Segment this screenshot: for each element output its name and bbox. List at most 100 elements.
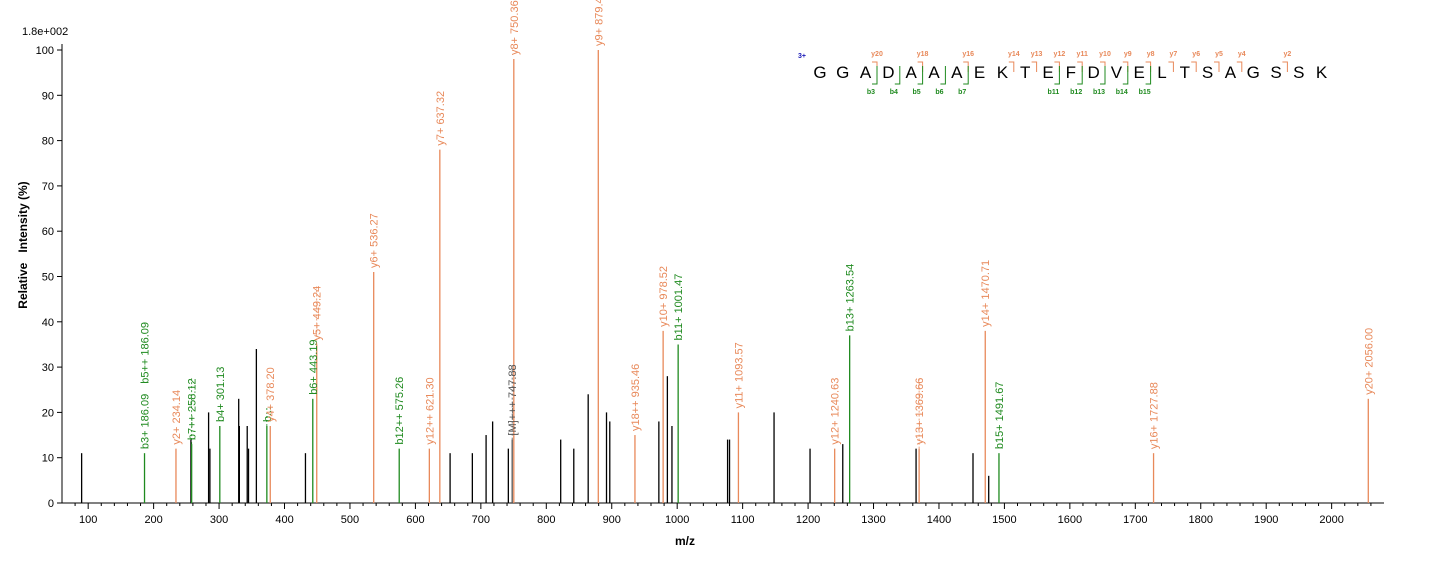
y-fragment-label: y6 <box>1192 51 1200 58</box>
x-tick-label: 300 <box>210 514 228 526</box>
y-fragment-bracket <box>963 61 969 72</box>
residue: A <box>860 63 872 82</box>
x-tick-label: 1700 <box>1123 514 1147 526</box>
y-tick-label: 90 <box>42 90 54 102</box>
b-fragment-label: b3 <box>867 89 875 96</box>
peak-label: b15+ 1491.67 <box>994 382 1006 450</box>
residue: T <box>1020 63 1030 82</box>
x-tick-label: 800 <box>537 514 555 526</box>
residue: D <box>1087 63 1099 82</box>
y-tick-label: 100 <box>36 45 54 57</box>
peak-label: y10+ 978.52 <box>658 266 670 327</box>
b-fragment-bracket <box>1122 66 1129 85</box>
x-tick-label: 1600 <box>1058 514 1082 526</box>
axes: 0 10 20 30 40 50 60 70 80 90 100 100 200 300 400 500 600… <box>36 44 1384 526</box>
x-tick-label: 1800 <box>1189 514 1213 526</box>
y-fragment-bracket <box>1214 61 1220 72</box>
residue: K <box>1316 63 1328 82</box>
y-fragment-label: y9 <box>1124 51 1132 58</box>
peak-label: y20+ 2056.00 <box>1363 328 1375 395</box>
residue: V <box>1111 63 1123 82</box>
y-fragment-label: y13 <box>1031 51 1043 58</box>
residue: E <box>1134 63 1145 82</box>
y-tick-label: 60 <box>42 226 54 238</box>
b-fragment-label: b6 <box>935 89 943 96</box>
residue: L <box>1157 63 1166 82</box>
residue: G <box>1247 63 1260 82</box>
peak-label: y6+ 536.27 <box>369 213 381 268</box>
y-fragment-label: y4 <box>1238 51 1246 58</box>
b-fragment-bracket <box>1145 66 1152 85</box>
y-fragment-bracket <box>1191 61 1197 72</box>
x-tick-label: 1000 <box>665 514 689 526</box>
b-fragment-bracket <box>963 66 969 85</box>
peak-label: y11+ 1093.57 <box>733 342 745 408</box>
y-tick-label: 20 <box>42 407 54 419</box>
residue: S <box>1202 63 1213 82</box>
y-fragment-bracket <box>1168 61 1174 72</box>
y-axis-title: Relative Intensity (%) <box>16 181 30 308</box>
y-tick-label: 70 <box>42 181 54 193</box>
x-tick-label: 400 <box>275 514 293 526</box>
y-fragment-bracket <box>1145 61 1152 72</box>
peak-label: y5+ 449.24 <box>312 286 324 341</box>
peak-label: b6+ 443.19 <box>308 339 320 394</box>
b-fragment-label: b7 <box>958 89 966 96</box>
x-tick-label: 200 <box>144 514 162 526</box>
y-tick-label: 40 <box>42 317 54 329</box>
peak-label: b11+ 1001.47 <box>673 274 685 341</box>
x-tick-label: 2000 <box>1319 514 1343 526</box>
peak-label: y2+ 234.14 <box>171 390 183 445</box>
y-tick-label: 80 <box>42 136 54 148</box>
residue: A <box>906 63 918 82</box>
y-fragment-bracket <box>1008 61 1015 72</box>
y-fragment-label: y12 <box>1054 51 1066 58</box>
y-tick-label: 0 <box>48 498 54 510</box>
peak-label: y9+ 879.45 <box>593 0 605 46</box>
peaks <box>80 50 1369 503</box>
peak-label: b13+ 1263.54 <box>845 264 857 332</box>
b-fragment-label: b4 <box>890 89 898 96</box>
peak-label: b12++ 575.26 <box>394 377 406 445</box>
peak-labels: b3+ 186.09 b5++ 186.09 y2+ 234.14 b7++ 258.… <box>140 0 1376 449</box>
peak-label: y16+ 1727.88 <box>1149 382 1161 449</box>
residue: G <box>813 63 826 82</box>
x-tick-label: 1200 <box>796 514 820 526</box>
residue: S <box>1270 63 1281 82</box>
peak-label: y12+ 1240.63 <box>830 378 842 445</box>
peak-label: b... <box>262 407 274 422</box>
x-tick-label: 1400 <box>927 514 951 526</box>
b-fragment-label: b14 <box>1116 89 1128 96</box>
b-fragment-bracket <box>1054 66 1060 85</box>
x-tick-label: 100 <box>79 514 97 526</box>
residue: T <box>1180 63 1190 82</box>
b-fragment-bracket <box>872 66 878 85</box>
y-tick-label: 10 <box>42 453 54 465</box>
peak-label: y4+ 378.20 <box>265 367 277 422</box>
residue: A <box>928 63 940 82</box>
b-fragment-label: b12 <box>1070 89 1082 96</box>
residue: F <box>1066 63 1076 82</box>
x-tick-label: 900 <box>603 514 621 526</box>
y-fragment-bracket <box>1054 61 1060 72</box>
peak-label: b5++ 186.09 <box>140 322 152 384</box>
y-tick-label: 50 <box>42 272 54 284</box>
y-fragment-label: y16 <box>962 51 974 58</box>
scale-label: 1.8e+002 <box>22 26 68 38</box>
y-fragment-label: y14 <box>1008 51 1020 58</box>
b-fragment-label: b13 <box>1093 89 1105 96</box>
y-fragment-bracket <box>917 61 924 72</box>
y-fragment-label: y8 <box>1147 51 1155 58</box>
residue: S <box>1293 63 1304 82</box>
peak-label: b7++ 258.12 <box>187 378 199 440</box>
b-fragment-bracket <box>894 66 901 85</box>
y-fragment-label: y2 <box>1284 51 1292 58</box>
y-fragment-label: y11 <box>1077 51 1088 58</box>
x-tick-label: 700 <box>472 514 490 526</box>
y-fragment-bracket <box>872 61 878 72</box>
charge-state: 3+ <box>798 53 806 60</box>
peak-label: y12++ 621.30 <box>424 377 436 444</box>
y-fragment-bracket <box>1100 61 1106 72</box>
residue: E <box>1042 63 1053 82</box>
residue: E <box>974 63 985 82</box>
